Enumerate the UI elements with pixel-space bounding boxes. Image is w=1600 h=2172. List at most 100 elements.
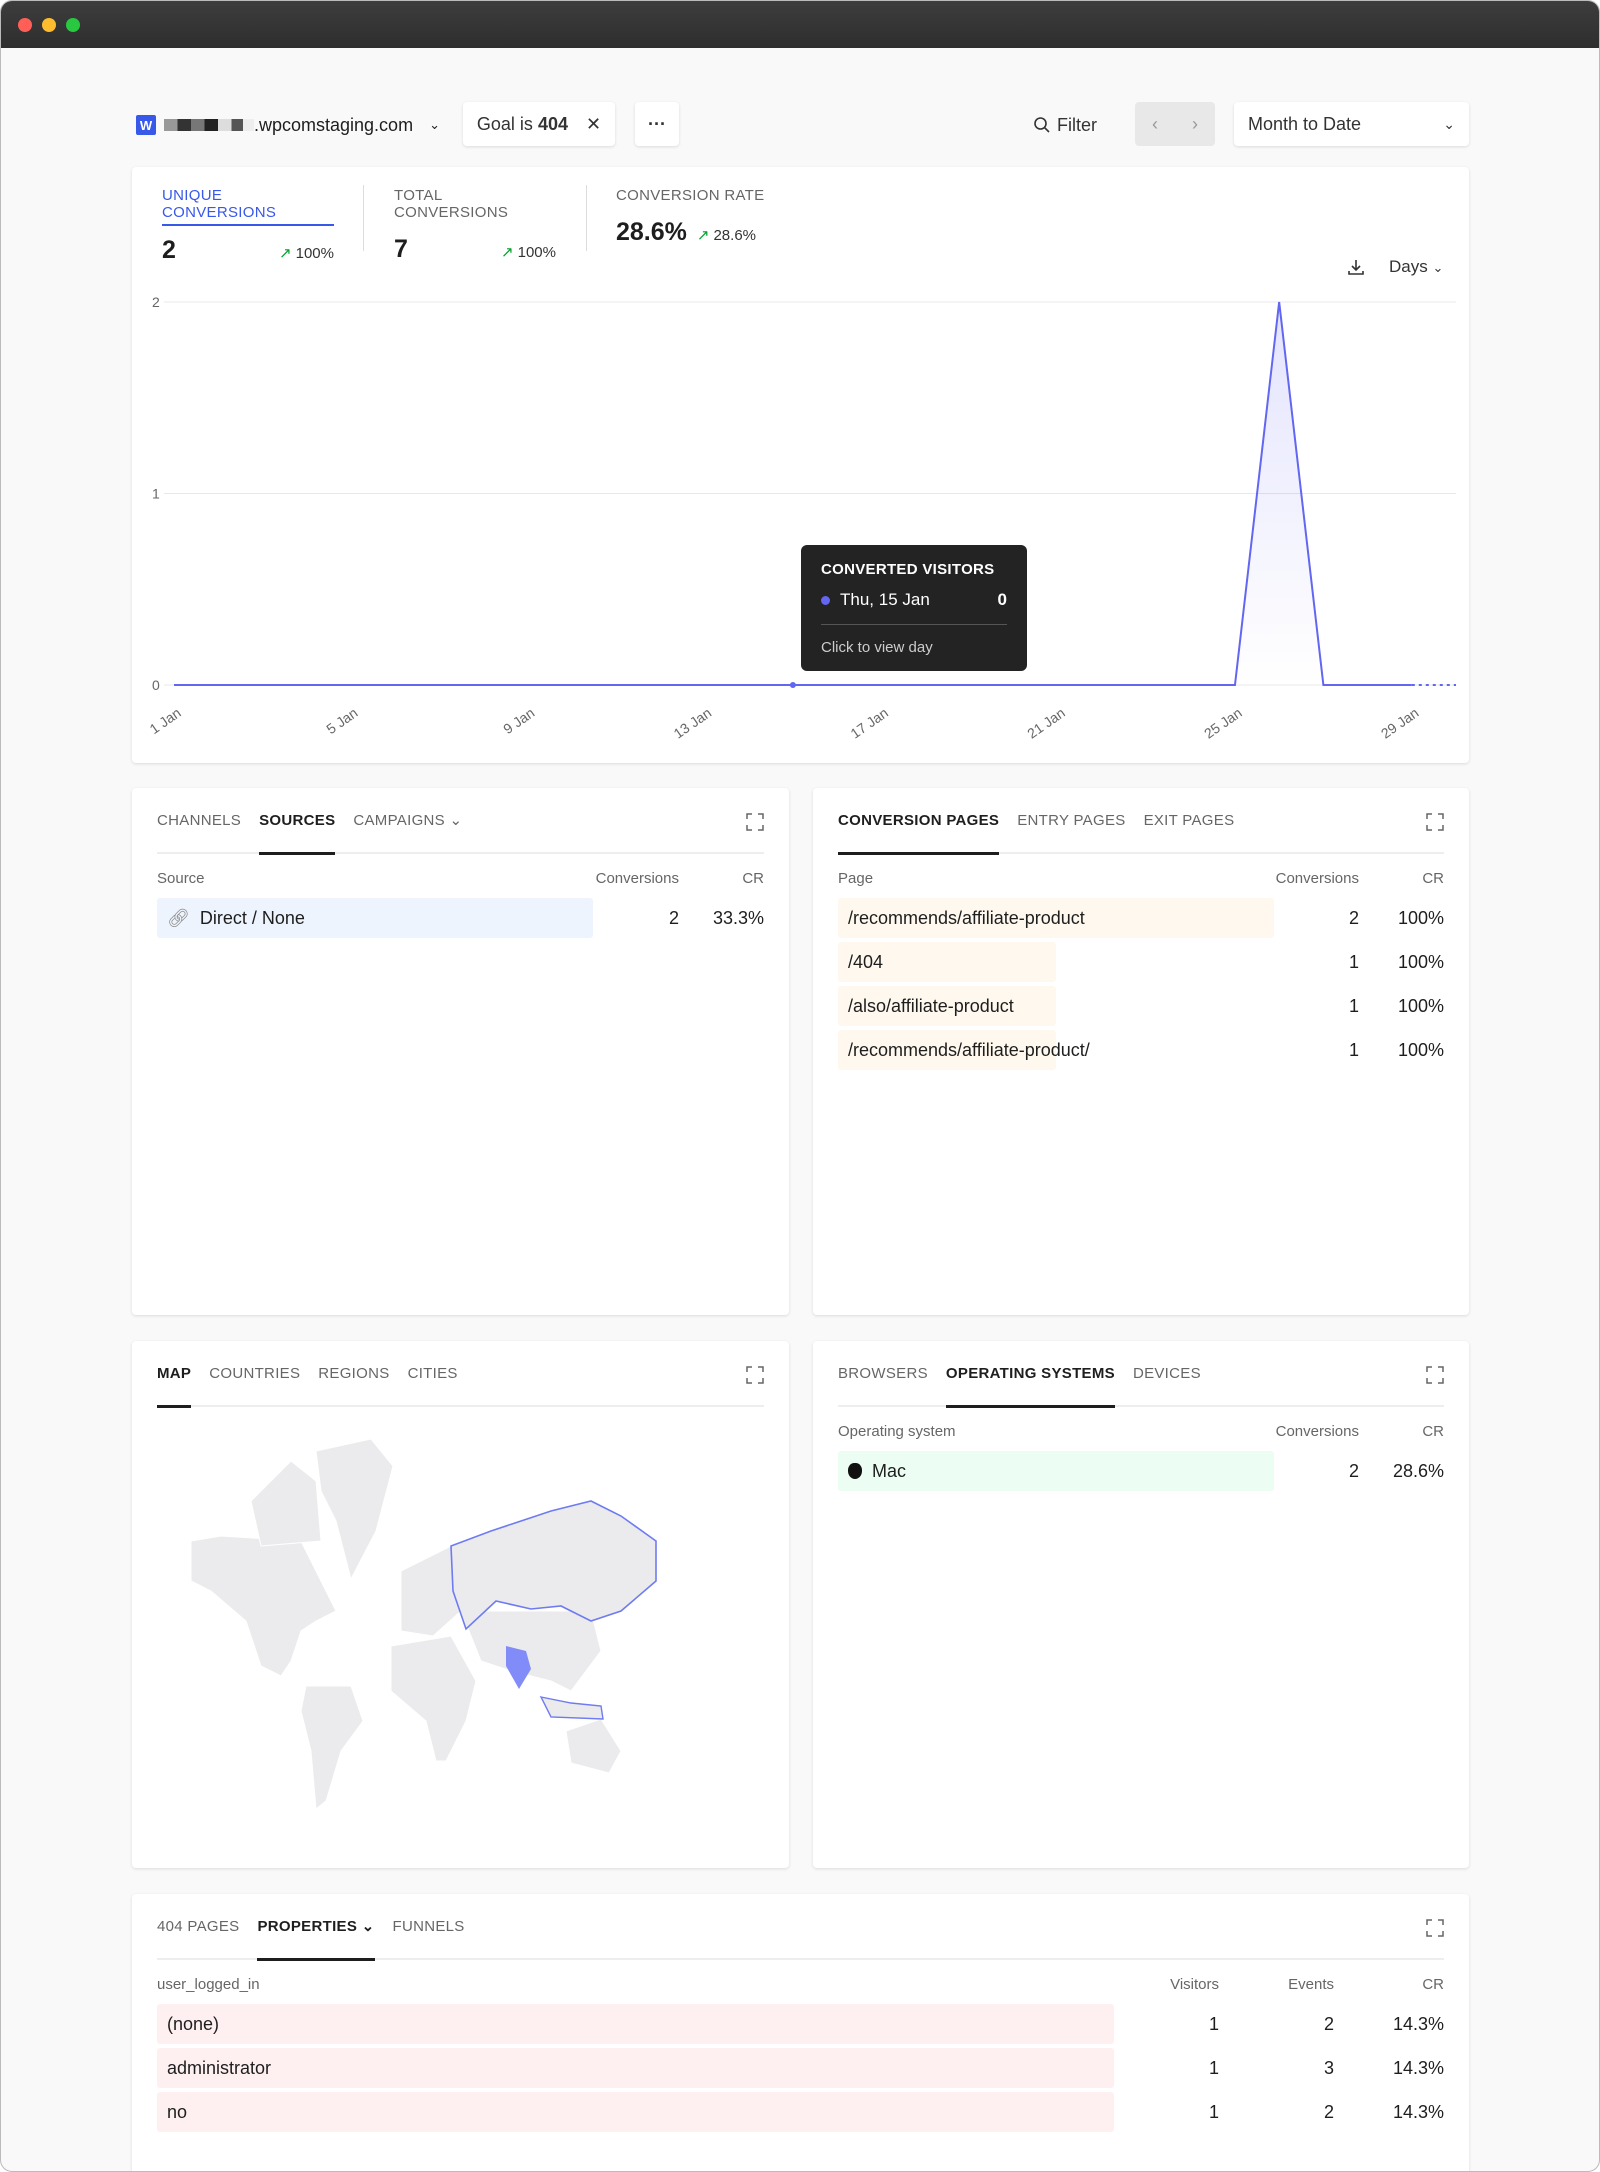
y-tick-label: 2 — [152, 294, 160, 310]
more-options-button[interactable]: ··· — [635, 102, 679, 146]
tab-browsers[interactable]: BROWSERS — [838, 1364, 928, 1382]
period-value: Month to Date — [1248, 113, 1362, 134]
conversions-value: 1 — [1348, 951, 1359, 972]
expand-icon[interactable] — [1426, 813, 1444, 831]
table-row[interactable]: administrator 1 3 14.3% — [157, 2048, 1444, 2088]
property-label: administrator — [167, 2057, 272, 2078]
tab-devices[interactable]: DEVICES — [1132, 1364, 1201, 1382]
trend-up-icon: ↗ — [501, 244, 514, 261]
column-header-cr[interactable]: CR — [1422, 870, 1444, 887]
map-asia — [460, 1610, 602, 1692]
visitors-value: 1 — [1208, 2101, 1219, 2122]
map-north-america — [190, 1535, 337, 1677]
cr-value: 100% — [1397, 951, 1444, 972]
metric-value: 28.6% — [616, 218, 687, 246]
column-header-conversions[interactable]: Conversions — [1275, 1423, 1359, 1440]
metric-delta: 100% — [517, 244, 556, 261]
cr-value: 14.3% — [1392, 2101, 1444, 2122]
metric-value: 7 — [394, 235, 408, 263]
cr-value: 100% — [1397, 1039, 1444, 1060]
period-select[interactable]: Month to Date ⌄ — [1234, 102, 1469, 146]
map-canada-islands — [250, 1460, 322, 1547]
tab-funnels[interactable]: FUNNELS — [392, 1917, 465, 1935]
column-header-cr[interactable]: CR — [1422, 1976, 1444, 1993]
page-label: /also/affiliate-product — [848, 995, 1014, 1016]
redacted-site-name — [164, 119, 254, 131]
next-period-button[interactable]: › — [1192, 113, 1198, 134]
tab-map[interactable]: MAP — [157, 1340, 192, 1408]
interval-select[interactable]: Days ⌄ — [1389, 257, 1443, 277]
conversions-value: 1 — [1348, 995, 1359, 1016]
column-header-conversions[interactable]: Conversions — [1275, 870, 1359, 887]
conversions-chart-card: UNIQUE CONVERSIONS 2 ↗ 100% TOTAL CONVERSI… — [132, 167, 1469, 763]
metric-conversion-rate[interactable]: CONVERSION RATE 28.6% ↗ 28.6% — [616, 187, 816, 247]
table-row[interactable]: no 1 2 14.3% — [157, 2092, 1444, 2132]
expand-icon[interactable] — [1426, 1919, 1444, 1937]
y-tick-label: 0 — [152, 677, 160, 693]
tab-conversion-pages[interactable]: CONVERSION PAGES — [838, 787, 1000, 855]
close-icon[interactable]: ✕ — [585, 113, 602, 134]
source-label: Direct / None — [199, 907, 305, 928]
tab-properties[interactable]: PROPERTIES ⌄ — [257, 1893, 375, 1961]
metric-total-conversions[interactable]: TOTAL CONVERSIONS 7 ↗ 100% — [394, 187, 556, 264]
trend-up-icon: ↗ — [696, 227, 710, 244]
tab-campaigns[interactable]: CAMPAIGNS ⌄ — [353, 787, 462, 853]
expand-icon[interactable] — [746, 1366, 764, 1384]
tab-regions[interactable]: REGIONS — [318, 1364, 390, 1382]
world-map[interactable] — [151, 1421, 771, 1821]
tab-channels[interactable]: CHANNELS — [157, 811, 242, 829]
table-row[interactable]: (none) 1 2 14.3% — [157, 2004, 1444, 2044]
tab-exit-pages[interactable]: EXIT PAGES — [1143, 811, 1235, 829]
close-window-button[interactable] — [18, 18, 32, 32]
metric-delta: 100% — [295, 245, 334, 262]
column-header-visitors[interactable]: Visitors — [1170, 1976, 1219, 1993]
table-row[interactable]: /also/affiliate-product 1 100% — [838, 986, 1444, 1026]
conversions-value: 1 — [1348, 1039, 1359, 1060]
tab-sources[interactable]: SOURCES — [259, 787, 336, 855]
events-value: 3 — [1323, 2057, 1334, 2078]
table-row[interactable]: /recommends/affiliate-product/ 1 100% — [838, 1030, 1444, 1070]
visitors-value: 1 — [1208, 2013, 1219, 2034]
table-row[interactable]: Mac 2 28.6% — [838, 1451, 1444, 1491]
table-row[interactable]: /recommends/affiliate-product 2 100% — [838, 898, 1444, 938]
search-icon — [1034, 117, 1050, 133]
metric-unique-conversions[interactable]: UNIQUE CONVERSIONS 2 ↗ 100% — [162, 187, 334, 265]
filter-button[interactable]: Filter — [1033, 111, 1097, 139]
minimize-window-button[interactable] — [42, 18, 56, 32]
tab-operating-systems[interactable]: OPERATING SYSTEMS — [945, 1340, 1115, 1408]
column-header-os: Operating system — [838, 1423, 956, 1440]
column-header-page: Page — [838, 870, 874, 887]
os-label: Mac — [872, 1460, 907, 1481]
column-header-cr[interactable]: CR — [1422, 1423, 1444, 1440]
tab-cities[interactable]: CITIES — [407, 1364, 458, 1382]
cr-value: 28.6% — [1392, 1460, 1444, 1481]
expand-icon[interactable] — [746, 813, 764, 831]
expand-icon[interactable] — [1426, 1366, 1444, 1384]
tab-countries[interactable]: COUNTRIES — [209, 1364, 301, 1382]
tab-entry-pages[interactable]: ENTRY PAGES — [1017, 811, 1126, 829]
table-row[interactable]: 🔗︎ Direct / None 2 33.3% — [157, 898, 764, 938]
x-tick-label: 1 Jan — [146, 704, 183, 737]
goal-filter-chip[interactable]: Goal is 404 ✕ — [463, 102, 615, 146]
column-header-cr[interactable]: CR — [742, 870, 764, 887]
title-bar — [1, 1, 1599, 48]
site-name: .wpcomstaging.com — [254, 114, 414, 135]
x-tick-label: 13 Jan — [671, 704, 715, 741]
tab-404-pages[interactable]: 404 PAGES — [157, 1917, 240, 1935]
link-icon: 🔗︎ — [167, 907, 190, 928]
locations-card: MAP COUNTRIES REGIONS CITIES — [132, 1341, 789, 1868]
table-row[interactable]: /404 1 100% — [838, 942, 1444, 982]
column-header-events[interactable]: Events — [1288, 1976, 1334, 1993]
maximize-window-button[interactable] — [66, 18, 80, 32]
pages-card: CONVERSION PAGES ENTRY PAGES EXIT PAGES … — [813, 788, 1469, 1315]
download-icon[interactable] — [1347, 258, 1365, 276]
column-header-conversions[interactable]: Conversions — [595, 870, 679, 887]
chevron-down-icon: ⌄ — [1432, 260, 1444, 275]
column-header-property: user_logged_in — [157, 1976, 260, 1993]
chart-tooltip[interactable]: CONVERTED VISITORS Thu, 15 Jan 0 Click t… — [801, 545, 1027, 671]
divider — [363, 185, 364, 251]
site-selector[interactable]: W .wpcomstaging.com ⌄ — [136, 111, 440, 139]
previous-period-button[interactable]: ‹ — [1152, 113, 1158, 134]
